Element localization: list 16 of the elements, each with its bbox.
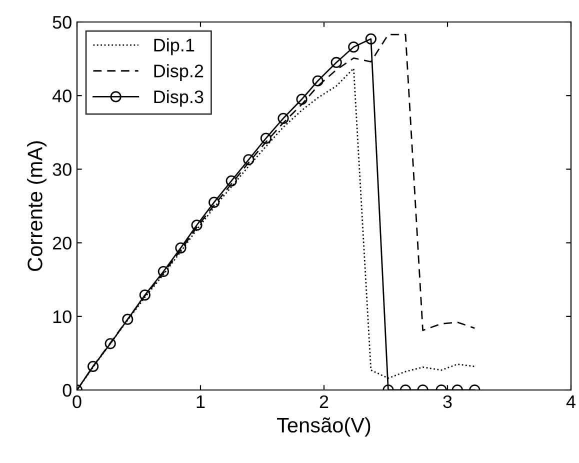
y-axis-title: Corrente (mA) <box>27 141 46 271</box>
y-tick-label: 30 <box>52 163 72 176</box>
y-tick-label: 40 <box>52 90 72 102</box>
y-tick-label: 50 <box>52 16 72 29</box>
x-tick-label: 3 <box>443 395 452 408</box>
x-tick-label: 4 <box>566 396 576 408</box>
x-axis-title: Tensão(V) <box>277 417 370 437</box>
y-tick-label: 0 <box>62 384 72 397</box>
x-tick-label: 1 <box>196 396 205 408</box>
x-tick-label: 2 <box>320 395 328 408</box>
legend-label: Dip.1 <box>154 38 194 56</box>
legend-label: Disp.2 <box>154 64 204 81</box>
y-tick-label: 10 <box>53 310 72 324</box>
x-tick-label: 0 <box>72 395 82 408</box>
y-tick-label: 20 <box>52 236 72 250</box>
legend-label: Disp.3 <box>154 90 204 107</box>
